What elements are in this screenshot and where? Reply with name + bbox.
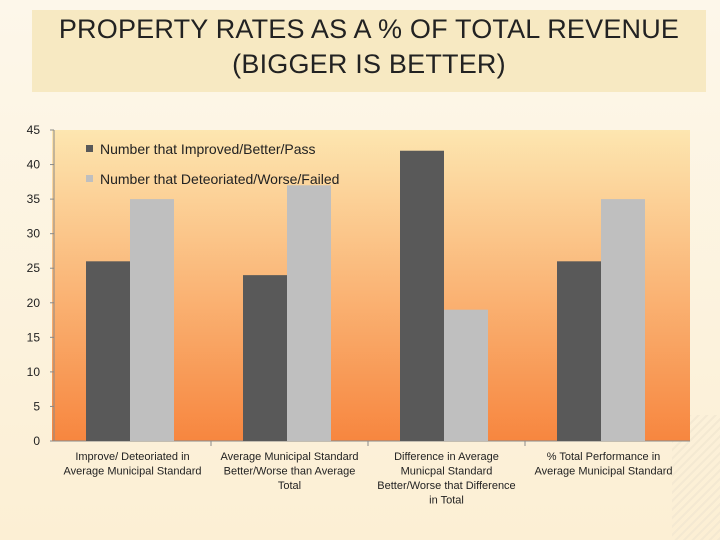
legend-swatch — [86, 175, 93, 182]
bar-deteriorated-1 — [130, 199, 174, 441]
x-category-label-line: Average Municipal Standard — [221, 451, 359, 463]
bar-improved-3 — [400, 150, 444, 441]
y-tick-label: 10 — [27, 365, 41, 379]
legend-swatch — [86, 145, 93, 152]
chart-title-line-1: PROPERTY RATES AS A % OF TOTAL REVENUE — [58, 14, 680, 44]
x-category-label: Improve/ Deteoriated in Average Municipal… — [64, 451, 202, 478]
x-category-label-line: Average Municipal Standard — [535, 466, 673, 478]
y-tick-label: 5 — [33, 399, 40, 413]
y-tick-label: 40 — [27, 158, 41, 172]
chart-title-line-2: (BIGGER IS BETTER) — [232, 49, 506, 79]
y-tick-label: 45 — [27, 123, 41, 137]
bar-deteriorated-2 — [287, 185, 331, 441]
x-category-label: % Total Performance in Average Municipal … — [535, 451, 673, 478]
bar-deteriorated-3 — [444, 309, 488, 441]
bar-improved-2 — [243, 275, 287, 441]
x-category-label-line: Municpal Standard — [401, 466, 493, 478]
x-category-label: Average Municipal Standard Better/Worse t… — [221, 451, 359, 492]
x-category-label-line: Better/Worse than Average — [224, 466, 356, 478]
bar-improved-4 — [557, 261, 601, 441]
bar-deteriorated-4 — [601, 199, 645, 441]
x-category-label-line: Difference in Average — [394, 451, 499, 463]
x-category-label: Difference in Average Municpal Standard Be… — [377, 451, 515, 507]
legend-label: Number that Deteoriated/Worse/Failed — [100, 171, 339, 187]
x-category-label-line: Better/Worse that Difference — [377, 480, 515, 492]
x-category-label-line: Total — [278, 480, 301, 492]
x-category-label-line: Average Municipal Standard — [64, 466, 202, 478]
y-tick-label: 35 — [27, 192, 41, 206]
title-banner — [32, 10, 706, 92]
x-category-label-line: Improve/ Deteoriated in — [75, 451, 189, 463]
y-tick-label: 0 — [33, 434, 40, 448]
y-tick-label: 20 — [27, 296, 41, 310]
y-tick-label: 30 — [27, 227, 41, 241]
x-category-label-line: % Total Performance in — [547, 451, 661, 463]
x-category-label-line: in Total — [429, 495, 464, 507]
legend-label: Number that Improved/Better/Pass — [100, 141, 316, 157]
y-tick-label: 15 — [27, 330, 41, 344]
bar-improved-1 — [86, 261, 130, 441]
y-tick-label: 25 — [27, 261, 41, 275]
